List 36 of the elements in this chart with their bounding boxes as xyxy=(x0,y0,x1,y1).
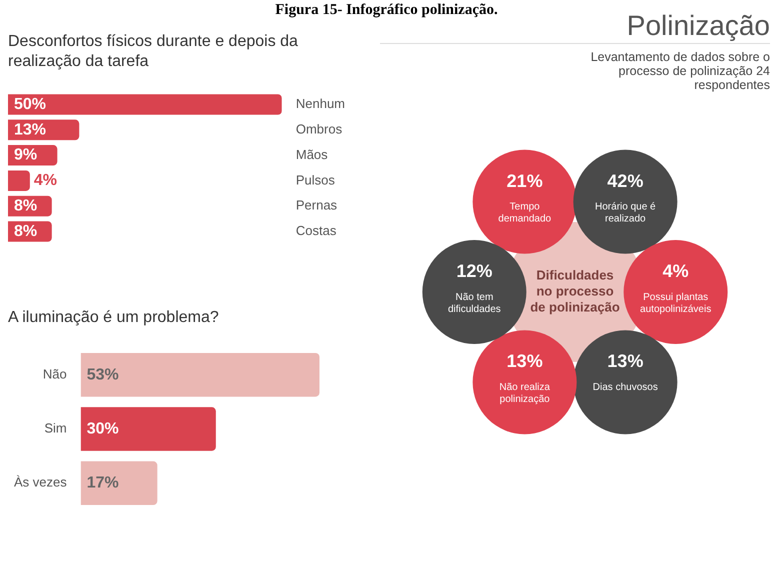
category-label: Não realiza polinização xyxy=(499,382,550,405)
y-tick-label: Não xyxy=(42,366,67,382)
y-tick-label: Nenhum xyxy=(296,96,346,112)
category-label: Horário que é realizado xyxy=(595,202,656,225)
data-label: 17% xyxy=(86,474,119,492)
data-label: 13% xyxy=(14,121,46,138)
data-label: 21% xyxy=(506,170,543,191)
category-label: Possui plantas autopolinizáveis xyxy=(640,292,712,315)
category-label: Tempo demandado xyxy=(498,202,552,225)
y-tick-label: Às vezes xyxy=(14,474,68,490)
data-label: 13% xyxy=(506,351,543,372)
text: Levantamento de dados sobre o processo de polinização 24 respondentes xyxy=(590,50,770,92)
data-label: 12% xyxy=(456,260,492,281)
data-label: 4% xyxy=(662,260,689,281)
y-tick-label: Ombros xyxy=(296,121,343,136)
y-tick-label: Sim xyxy=(44,420,67,436)
chart-title: A iluminação é um problema? xyxy=(8,308,220,328)
data-label: 8% xyxy=(14,198,38,215)
text: Polinização xyxy=(626,10,770,41)
data-label: 30% xyxy=(86,420,119,438)
y-tick-label: Mãos xyxy=(296,146,328,162)
data-label: 4% xyxy=(34,172,58,190)
y-tick-label: Pernas xyxy=(296,198,338,213)
chart-title: Desconfortos físicos durante e depois da realização da tarefa xyxy=(8,32,299,72)
y-tick-label: Pulsos xyxy=(296,172,336,188)
text: Figura 15- Infográfico polinização. xyxy=(275,2,498,18)
data-label: 13% xyxy=(607,351,644,372)
data-label: 8% xyxy=(14,222,38,240)
category-label: Dias chuvosos xyxy=(592,382,658,393)
text: Dificuldades no processo de polinização xyxy=(530,268,620,315)
data-label: 42% xyxy=(607,170,644,191)
category-label: Não tem dificuldades xyxy=(448,292,501,315)
data-label: 53% xyxy=(86,366,119,384)
y-tick-label: Costas xyxy=(296,223,337,238)
data-label: 9% xyxy=(14,146,38,164)
data-label: 50% xyxy=(14,96,46,113)
